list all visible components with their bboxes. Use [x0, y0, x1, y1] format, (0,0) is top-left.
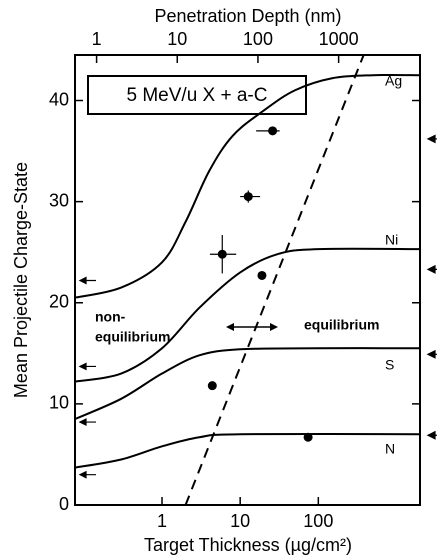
double-arrow [226, 323, 278, 331]
y-tick-label: 20 [49, 292, 69, 312]
y-tick-label: 30 [49, 190, 69, 210]
data-point [217, 249, 227, 259]
initial-charge-arrow [78, 276, 96, 285]
x-axis-label: Target Thickness (µg/cm²) [144, 535, 352, 555]
curve-label: N [385, 441, 395, 457]
top-tick-label: 100 [243, 29, 273, 49]
curve-label: Ni [385, 232, 398, 248]
x-tick-label: 100 [303, 511, 333, 531]
annotation: equilibrium [304, 317, 379, 333]
plot-frame [74, 54, 421, 506]
annotation: non- [95, 309, 126, 325]
curve [74, 74, 421, 299]
data-point [207, 381, 217, 391]
data-point [257, 270, 267, 280]
curve [74, 432, 421, 469]
y-tick-label: 40 [49, 89, 69, 109]
y-tick-label: 10 [49, 393, 69, 413]
equilibrium-arrow [426, 349, 437, 359]
initial-charge-arrow [78, 362, 96, 371]
curve [74, 347, 421, 420]
top-tick-label: 1000 [319, 29, 359, 49]
initial-charge-arrow [78, 470, 96, 479]
data-point [303, 432, 313, 442]
annotation: equilibrium [95, 329, 170, 345]
data-point [268, 126, 278, 136]
x-tick-label: 1 [157, 511, 167, 531]
x-tick-label: 10 [230, 511, 250, 531]
equilibrium-arrow [426, 430, 437, 440]
equilibrium-arrow [426, 134, 437, 144]
data-point [243, 192, 253, 202]
equilibrium-arrow [426, 264, 437, 274]
annotation-box [87, 75, 307, 115]
equilibrium-line [184, 54, 365, 506]
initial-charge-arrow [78, 418, 96, 427]
top-tick-label: 1 [92, 29, 102, 49]
y-axis-label: Mean Projectile Charge-State [11, 162, 31, 398]
curve-label: S [385, 357, 394, 373]
y-tick-label: 0 [59, 494, 69, 514]
annotation: 5 MeV/u X + a-C [127, 85, 268, 106]
curve-label: Ag [385, 73, 402, 89]
curve [74, 247, 421, 383]
top-axis-label: Penetration Depth (nm) [154, 6, 341, 26]
top-tick-label: 10 [167, 29, 187, 49]
